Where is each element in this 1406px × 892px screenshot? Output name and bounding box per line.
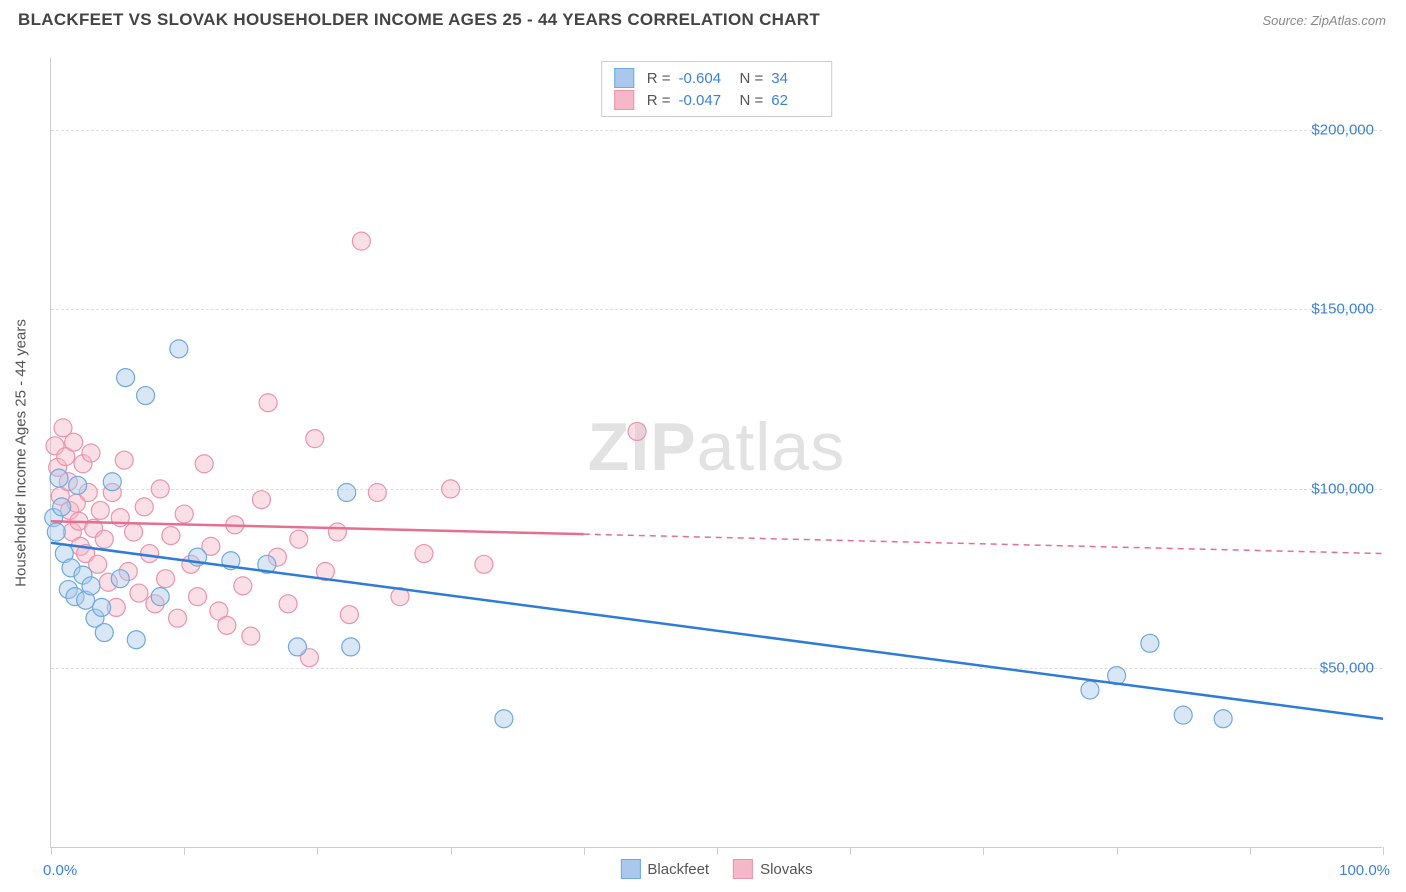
slovaks-point	[82, 444, 100, 462]
slovaks-point	[218, 616, 236, 634]
blackfeet-point	[495, 710, 513, 728]
slovaks-point	[290, 530, 308, 548]
blackfeet-point	[53, 498, 71, 516]
x-tick	[850, 847, 851, 855]
blackfeet-point	[338, 484, 356, 502]
swatch-slovaks	[614, 90, 634, 110]
source-attribution: Source: ZipAtlas.com	[1262, 13, 1386, 28]
legend-row-slovaks: R = -0.047 N = 62	[614, 89, 820, 111]
slovaks-point	[259, 394, 277, 412]
blackfeet-point	[342, 638, 360, 656]
slovaks-point	[65, 433, 83, 451]
blackfeet-point	[1214, 710, 1232, 728]
blackfeet-point	[1141, 634, 1159, 652]
slovaks-point	[135, 498, 153, 516]
scatter-svg	[51, 58, 1382, 847]
blackfeet-point	[1174, 706, 1192, 724]
slovaks-point	[151, 480, 169, 498]
slovaks-point	[91, 501, 109, 519]
blackfeet-point	[93, 598, 111, 616]
blackfeet-point	[127, 631, 145, 649]
slovaks-point	[157, 570, 175, 588]
x-tick	[317, 847, 318, 855]
x-tick	[584, 847, 585, 855]
legend-item-blackfeet: Blackfeet	[620, 859, 709, 879]
x-tick	[983, 847, 984, 855]
legend-item-slovaks: Slovaks	[733, 859, 813, 879]
slovaks-point	[352, 232, 370, 250]
slovaks-point	[141, 545, 159, 563]
slovaks-point	[279, 595, 297, 613]
blackfeet-point	[69, 476, 87, 494]
blackfeet-point	[47, 523, 65, 541]
chart-title: BLACKFEET VS SLOVAK HOUSEHOLDER INCOME A…	[18, 10, 820, 30]
slovaks-point	[169, 609, 187, 627]
slovaks-point	[368, 484, 386, 502]
blackfeet-point	[170, 340, 188, 358]
blackfeet-point	[137, 387, 155, 405]
y-axis-label: Householder Income Ages 25 - 44 years	[13, 319, 30, 587]
slovaks-point	[415, 545, 433, 563]
blackfeet-point	[82, 577, 100, 595]
x-tick	[1117, 847, 1118, 855]
blackfeet-point	[288, 638, 306, 656]
blackfeet-point	[95, 624, 113, 642]
slovaks-point	[242, 627, 260, 645]
slovaks-point	[175, 505, 193, 523]
slovaks-point	[189, 588, 207, 606]
slovaks-point	[130, 584, 148, 602]
x-tick	[1383, 847, 1384, 855]
blackfeet-point	[50, 469, 68, 487]
x-tick	[451, 847, 452, 855]
slovaks-point	[475, 555, 493, 573]
slovaks-point	[328, 523, 346, 541]
slovaks-point	[306, 430, 324, 448]
series-legend: Blackfeet Slovaks	[620, 859, 812, 879]
slovaks-point	[195, 455, 213, 473]
slovaks-point	[234, 577, 252, 595]
blackfeet-point	[117, 369, 135, 387]
slovaks-point	[125, 523, 143, 541]
swatch-slovaks	[733, 859, 753, 879]
blackfeet-point	[151, 588, 169, 606]
slovaks-point	[340, 606, 358, 624]
slovaks-point	[252, 491, 270, 509]
x-tick	[717, 847, 718, 855]
x-tick	[51, 847, 52, 855]
x-axis-min-label: 0.0%	[43, 862, 77, 879]
slovaks-point	[442, 480, 460, 498]
correlation-legend: R = -0.604 N = 34 R = -0.047 N = 62	[601, 61, 833, 117]
x-tick	[1250, 847, 1251, 855]
swatch-blackfeet	[614, 68, 634, 88]
x-axis-max-label: 100.0%	[1339, 862, 1390, 879]
slovaks-point	[115, 451, 133, 469]
blackfeet-point	[103, 473, 121, 491]
slovaks-point	[628, 422, 646, 440]
chart-plot-area: Householder Income Ages 25 - 44 years $5…	[50, 58, 1382, 848]
slovaks-point	[162, 527, 180, 545]
slovaks-regression-dashed	[584, 534, 1383, 553]
swatch-blackfeet	[620, 859, 640, 879]
blackfeet-point	[111, 570, 129, 588]
legend-row-blackfeet: R = -0.604 N = 34	[614, 67, 820, 89]
x-tick	[184, 847, 185, 855]
blackfeet-point	[1081, 681, 1099, 699]
slovaks-point	[95, 530, 113, 548]
